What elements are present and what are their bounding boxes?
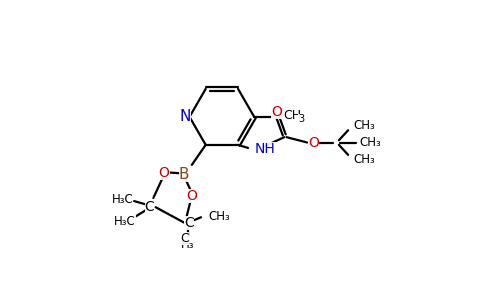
Text: C: C (181, 232, 189, 244)
Text: NH: NH (255, 142, 276, 156)
Text: CH: CH (284, 109, 302, 122)
Text: H₃C: H₃C (112, 193, 134, 206)
Text: C: C (145, 200, 154, 214)
Text: O: O (271, 105, 282, 119)
Text: CH₃: CH₃ (360, 136, 381, 149)
Text: H₃C: H₃C (114, 214, 136, 228)
Text: C: C (184, 216, 194, 230)
Text: H₃: H₃ (181, 238, 195, 251)
Text: CH₃: CH₃ (353, 153, 375, 166)
Text: CH₃: CH₃ (209, 210, 230, 223)
Text: B: B (179, 167, 189, 182)
Text: O: O (308, 136, 319, 149)
Text: CH₃: CH₃ (353, 119, 375, 132)
Text: N: N (179, 110, 191, 124)
Text: O: O (159, 166, 169, 180)
Text: O: O (186, 189, 197, 203)
Text: 3: 3 (298, 114, 304, 124)
